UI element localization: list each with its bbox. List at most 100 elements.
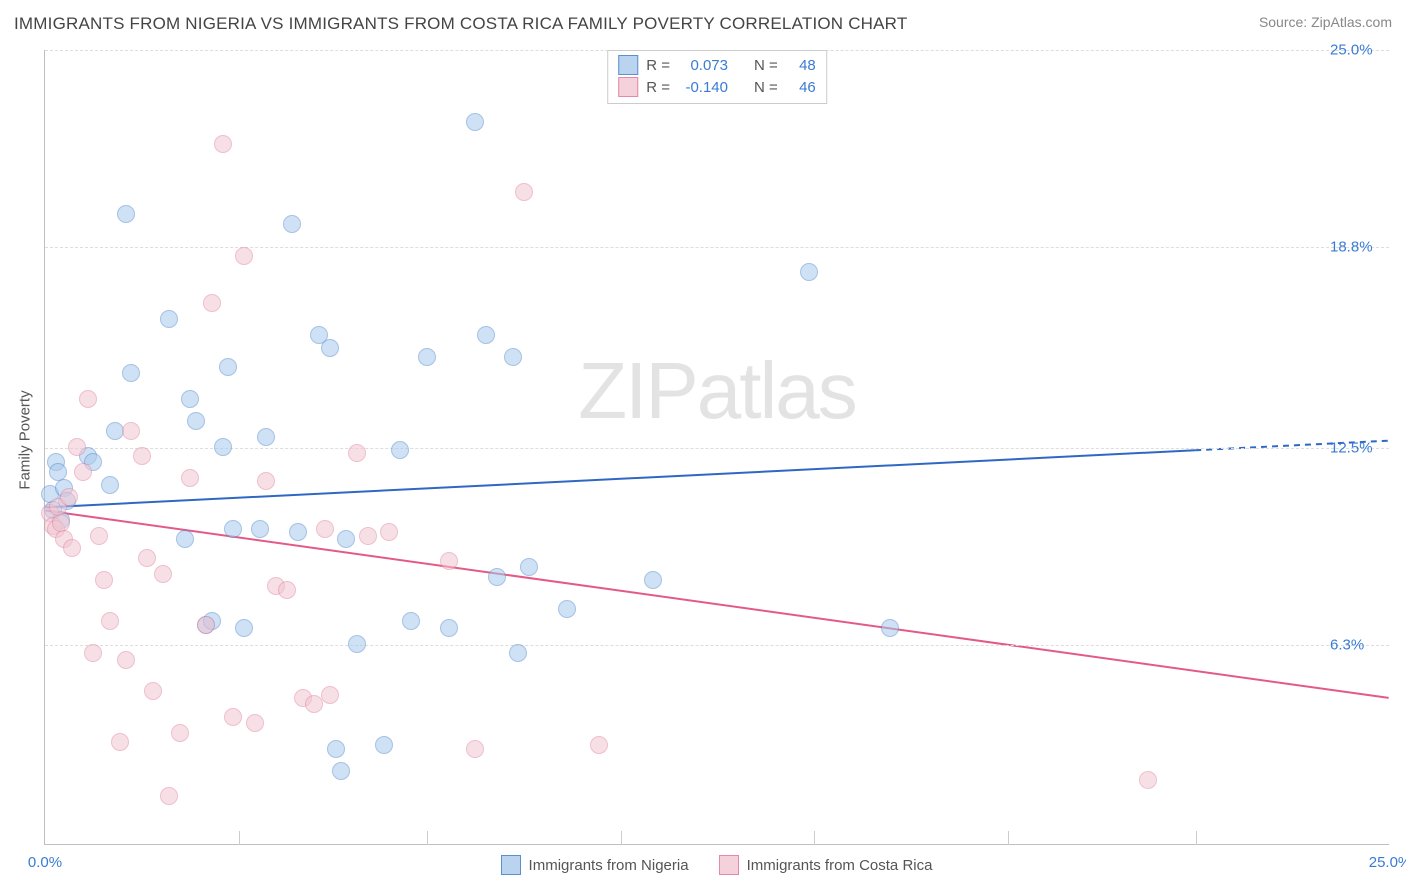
scatter-point-nigeria [181,390,199,408]
xtick-mark [427,831,428,845]
scatter-point-costarica [160,787,178,805]
scatter-point-nigeria [283,215,301,233]
scatter-point-costarica [122,422,140,440]
trendline-nigeria [45,450,1195,507]
scatter-point-nigeria [375,736,393,754]
scatter-point-nigeria [122,364,140,382]
scatter-point-nigeria [289,523,307,541]
scatter-point-costarica [154,565,172,583]
scatter-point-costarica [257,472,275,490]
scatter-point-costarica [117,651,135,669]
legend-swatch [618,55,638,75]
scatter-point-costarica [278,581,296,599]
scatter-point-nigeria [117,205,135,223]
legend-swatch [618,77,638,97]
legend-stats-row-costarica: R =-0.140N =46 [618,77,816,97]
gridline-h [45,645,1389,646]
scatter-point-nigeria [160,310,178,328]
scatter-point-costarica [144,682,162,700]
scatter-point-costarica [1139,771,1157,789]
scatter-point-nigeria [520,558,538,576]
scatter-point-costarica [214,135,232,153]
scatter-point-nigeria [348,635,366,653]
scatter-point-costarica [224,708,242,726]
scatter-point-costarica [246,714,264,732]
scatter-point-nigeria [644,571,662,589]
scatter-point-costarica [68,438,86,456]
scatter-point-costarica [515,183,533,201]
scatter-point-costarica [95,571,113,589]
legend-r-label: R = [646,57,670,74]
scatter-point-costarica [359,527,377,545]
scatter-point-costarica [101,612,119,630]
scatter-point-nigeria [466,113,484,131]
legend-n-value: 48 [786,57,816,74]
scatter-point-costarica [138,549,156,567]
legend-swatch [719,855,739,875]
chart-title: IMMIGRANTS FROM NIGERIA VS IMMIGRANTS FR… [14,14,907,34]
scatter-point-costarica [235,247,253,265]
scatter-point-nigeria [235,619,253,637]
scatter-point-costarica [348,444,366,462]
scatter-point-nigeria [509,644,527,662]
ytick-label: 18.8% [1330,239,1373,256]
trendline-costarica [45,511,1388,698]
scatter-point-costarica [171,724,189,742]
scatter-point-costarica [203,294,221,312]
scatter-point-nigeria [101,476,119,494]
legend-swatch [501,855,521,875]
scatter-point-nigeria [440,619,458,637]
gridline-h [45,448,1389,449]
xtick-mark [1008,831,1009,845]
scatter-point-nigeria [257,428,275,446]
legend-r-value: -0.140 [678,79,728,96]
legend-bottom: Immigrants from Nigeria Immigrants from C… [44,855,1389,875]
xtick-mark [814,831,815,845]
scatter-point-costarica [60,488,78,506]
scatter-point-nigeria [224,520,242,538]
scatter-point-costarica [380,523,398,541]
scatter-point-nigeria [327,740,345,758]
scatter-point-nigeria [800,263,818,281]
scatter-point-costarica [197,616,215,634]
legend-item-nigeria: Immigrants from Nigeria [501,855,689,875]
scatter-point-costarica [90,527,108,545]
scatter-point-costarica [84,644,102,662]
scatter-point-nigeria [176,530,194,548]
plot-wrap: ZIPatlas R =0.073N =48R =-0.140N =46 6.3… [44,50,1389,845]
scatter-point-nigeria [418,348,436,366]
plot-area: ZIPatlas R =0.073N =48R =-0.140N =46 6.3… [44,50,1389,845]
scatter-point-costarica [590,736,608,754]
scatter-point-costarica [74,463,92,481]
scatter-point-nigeria [402,612,420,630]
scatter-point-nigeria [391,441,409,459]
scatter-point-costarica [133,447,151,465]
scatter-point-nigeria [488,568,506,586]
legend-stats-row-nigeria: R =0.073N =48 [618,55,816,75]
scatter-point-nigeria [332,762,350,780]
scatter-point-nigeria [214,438,232,456]
ytick-label: 12.5% [1330,439,1373,456]
legend-item-costarica: Immigrants from Costa Rica [719,855,933,875]
watermark: ZIPatlas [578,345,855,437]
legend-n-label: N = [754,79,778,96]
scatter-point-costarica [440,552,458,570]
scatter-point-nigeria [477,326,495,344]
scatter-point-nigeria [881,619,899,637]
scatter-point-costarica [466,740,484,758]
legend-n-label: N = [754,57,778,74]
xtick-mark [239,831,240,845]
scatter-point-nigeria [251,520,269,538]
scatter-point-nigeria [337,530,355,548]
legend-r-label: R = [646,79,670,96]
xtick-mark [1196,831,1197,845]
legend-item-label: Immigrants from Costa Rica [747,857,933,874]
scatter-point-nigeria [219,358,237,376]
scatter-point-nigeria [558,600,576,618]
scatter-point-nigeria [321,339,339,357]
scatter-point-costarica [63,539,81,557]
scatter-point-costarica [181,469,199,487]
y-axis-label: Family Poverty [17,390,34,489]
xtick-mark [621,831,622,845]
scatter-point-costarica [305,695,323,713]
